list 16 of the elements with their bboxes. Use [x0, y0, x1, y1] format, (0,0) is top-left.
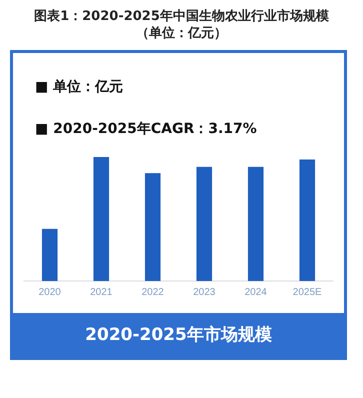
- x-tick-label: 2023: [193, 286, 216, 298]
- bar: [144, 173, 161, 281]
- bar: [196, 166, 212, 281]
- x-axis-title: 2020-2025年市场规模: [13, 313, 344, 357]
- text: ■ 单位：亿元: [35, 78, 124, 96]
- x-tick-label: 2020: [38, 286, 62, 298]
- bar: [248, 166, 264, 281]
- text: ■ 2020-2025年CAGR：3.17%: [35, 120, 257, 138]
- bar: [299, 159, 316, 281]
- chart-title: 图表1：2020-2025年中国生物农业行业市场规模（单位：亿元）: [33, 8, 330, 42]
- bar: [42, 228, 58, 281]
- bar: [93, 157, 110, 281]
- x-tick-label: 2025E: [292, 286, 322, 298]
- x-tick-label: 2022: [142, 286, 164, 298]
- x-tick-label: 2021: [90, 286, 113, 298]
- x-tick-label: 2024: [244, 286, 268, 298]
